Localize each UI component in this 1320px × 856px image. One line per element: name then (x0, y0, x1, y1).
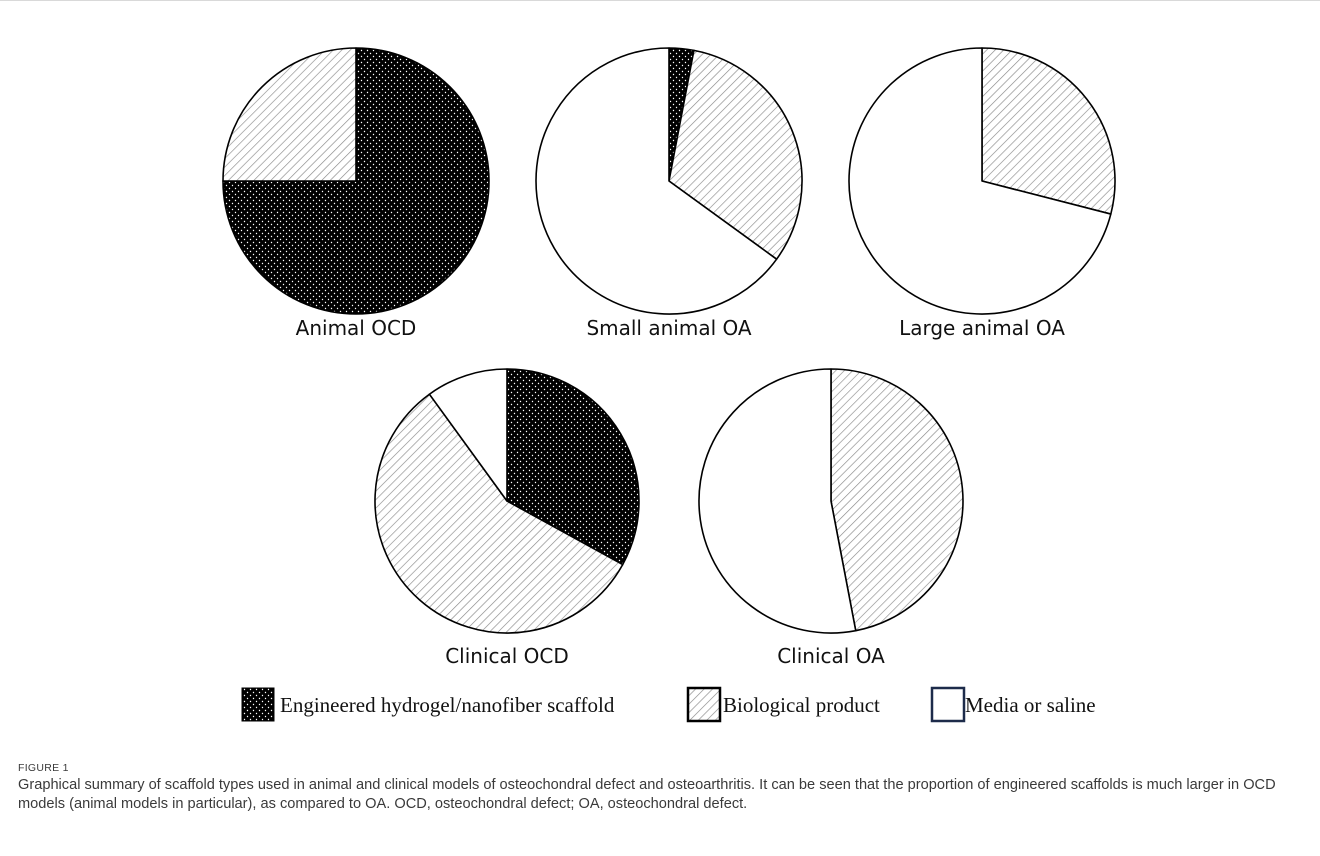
legend-swatch-engineered (241, 687, 275, 722)
pie-title: Clinical OCD (445, 644, 569, 668)
pies-layer: Animal OCD Small animal OA Large animal OA… (222, 47, 1116, 668)
legend-swatch-biological (686, 686, 722, 723)
pie-clinical-oa: Clinical OA (698, 368, 964, 668)
pie-slice-biological (374, 393, 624, 634)
pie-slice-media (428, 368, 508, 502)
pie-slice-biological (668, 49, 803, 260)
pie-title: Animal OCD (296, 316, 417, 340)
pie-slice-biological (981, 47, 1116, 215)
legend-label: Engineered hydrogel/nanofiber scaffold (280, 693, 615, 717)
caption-label: FIGURE 1 (18, 762, 69, 774)
pie-title: Large animal OA (899, 316, 1065, 340)
legend-item-engineered: Engineered hydrogel/nanofiber scaffold (241, 687, 615, 722)
legend-label: Biological product (723, 693, 880, 717)
pie-title: Small animal OA (586, 316, 751, 340)
pie-slice-biological (222, 47, 357, 182)
figure-caption: FIGURE 1 Graphical summary of scaffold t… (18, 762, 1308, 814)
pie-large-animal-oa: Large animal OA (848, 47, 1116, 340)
pie-clinical-ocd: Clinical OCD (374, 368, 640, 668)
pie-slice-biological (830, 368, 964, 632)
pie-animal-ocd: Animal OCD (222, 47, 490, 340)
caption-text: Graphical summary of scaffold types used… (18, 777, 1276, 812)
legend-label: Media or saline (965, 693, 1096, 717)
pie-title: Clinical OA (777, 644, 885, 668)
pie-slice-media (698, 368, 857, 634)
pie-slice-media (535, 47, 778, 315)
legend-item-biological: Biological product (686, 686, 880, 723)
legend-item-media: Media or saline (930, 686, 1096, 723)
pie-chart-figure: Animal OCD Small animal OA Large animal OA… (222, 47, 1116, 723)
pie-slice-engineered (506, 368, 640, 566)
legend-swatch-media (930, 686, 966, 723)
pie-slice-media (848, 47, 1112, 315)
pie-small-animal-oa: Small animal OA (535, 47, 803, 340)
legend: Engineered hydrogel/nanofiber scaffold Bi… (241, 686, 1096, 723)
